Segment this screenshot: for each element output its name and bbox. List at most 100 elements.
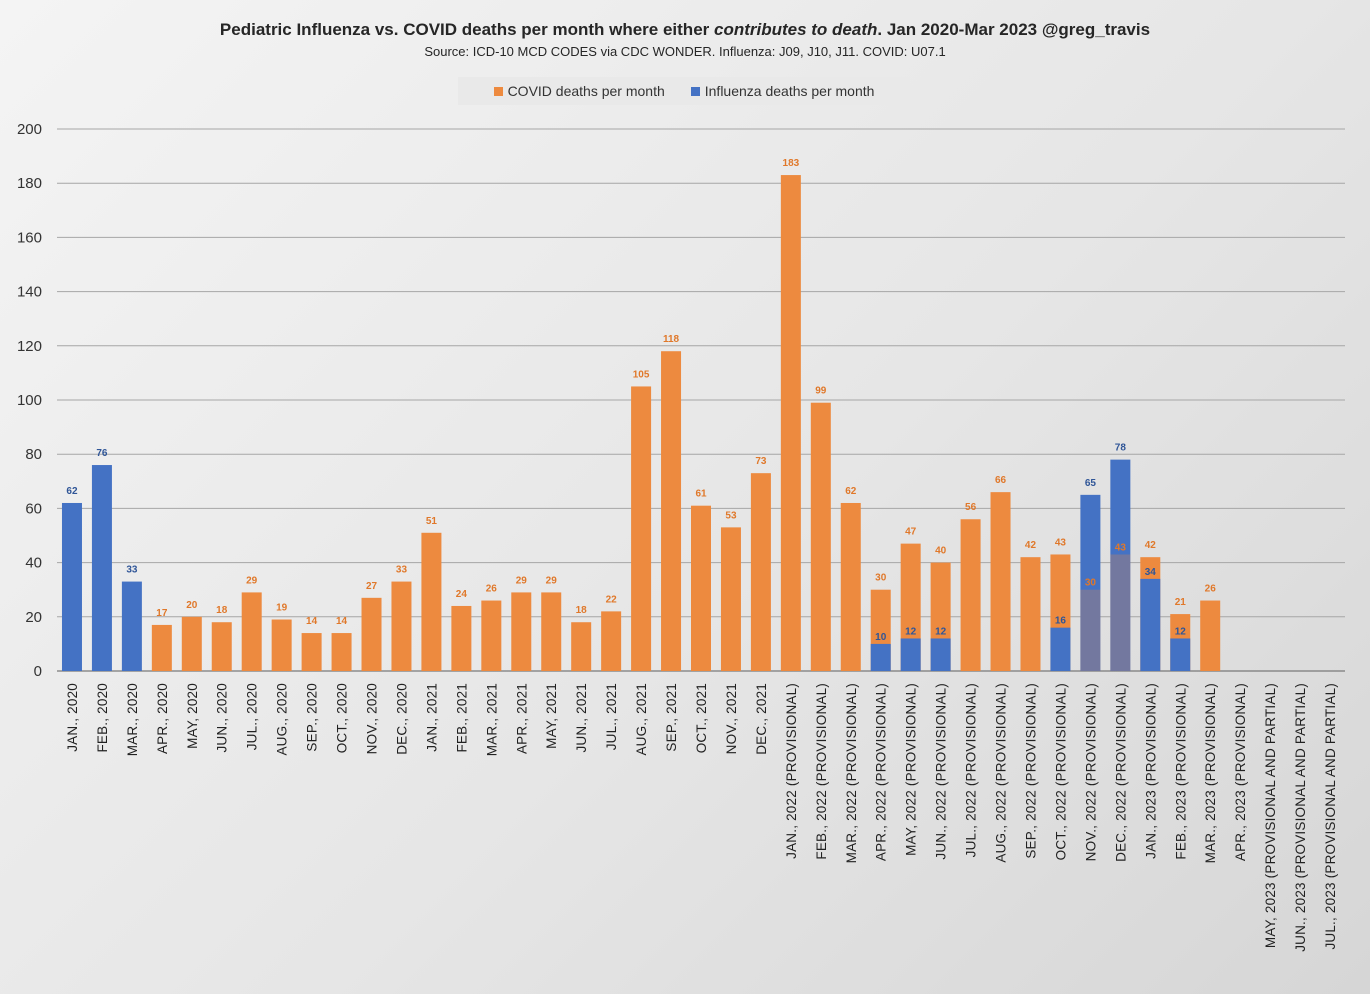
covid-data-label: 29: [546, 575, 558, 586]
y-tick-label: 0: [34, 663, 42, 680]
x-tick-label: JUN., 2021: [574, 683, 589, 753]
x-tick-label: MAR., 2023 (PROVISIONAL): [1203, 683, 1218, 863]
influenza-data-label: 16: [1055, 616, 1067, 627]
covid-bar: [780, 175, 801, 671]
covid-data-label: 14: [306, 616, 318, 627]
x-tick-label: MAY, 2023 (PROVISIONAL AND PARTIAL): [1263, 683, 1278, 948]
covid-data-label: 62: [845, 486, 857, 497]
x-tick-label: JUN., 2023 (PROVISIONAL AND PARTIAL): [1293, 683, 1308, 952]
covid-bar: [1110, 554, 1131, 671]
covid-bar: [451, 605, 472, 671]
covid-bar: [361, 597, 382, 671]
influenza-data-label: 65: [1085, 478, 1097, 489]
x-tick-label: JAN., 2021: [424, 683, 439, 752]
x-tick-label: APR., 2020: [155, 683, 170, 754]
influenza-data-label: 78: [1115, 443, 1127, 454]
influenza-bar: [1110, 459, 1131, 671]
covid-bar: [181, 616, 202, 671]
covid-bar: [151, 624, 172, 671]
y-tick-label: 100: [17, 392, 42, 409]
x-tick-label: NOV., 2021: [724, 683, 739, 754]
influenza-bar: [1080, 494, 1101, 671]
covid-data-label: 29: [516, 575, 528, 586]
covid-bar: [840, 502, 861, 671]
covid-data-label: 26: [1205, 584, 1217, 595]
x-tick-label: FEB., 2020: [95, 683, 110, 753]
x-tick-label: JUL., 2022 (PROVISIONAL): [964, 683, 979, 857]
covid-data-label: 47: [905, 527, 917, 538]
influenza-bar: [1050, 627, 1071, 671]
covid-bar: [661, 351, 682, 671]
x-tick-label: DEC., 2021: [754, 683, 769, 755]
y-tick-label: 200: [17, 121, 42, 138]
x-tick-label: JAN., 2023 (PROVISIONAL): [1143, 683, 1158, 859]
chart-title: Pediatric Influenza vs. COVID deaths per…: [0, 20, 1370, 40]
covid-data-label: 22: [606, 594, 618, 605]
legend-swatch-influenza: [690, 86, 700, 96]
x-tick-label: JAN., 2020: [65, 683, 80, 752]
y-tick-label: 120: [17, 338, 42, 355]
x-tick-label: AUG., 2021: [634, 683, 649, 756]
influenza-data-label: 33: [126, 565, 138, 576]
chart-legend: COVID deaths per month Influenza deaths …: [458, 77, 910, 105]
y-tick-label: 80: [25, 446, 42, 463]
covid-data-label: 99: [815, 386, 827, 397]
covid-data-label: 183: [783, 158, 800, 169]
covid-data-label: 53: [725, 510, 737, 521]
influenza-bar: [61, 502, 82, 671]
covid-bar: [241, 592, 262, 671]
covid-data-label: 24: [456, 589, 468, 600]
influenza-bar: [930, 638, 951, 671]
covid-data-label: 17: [156, 608, 168, 619]
y-tick-label: 20: [25, 609, 42, 626]
x-tick-label: MAY, 2021: [544, 683, 559, 749]
x-tick-label: APR., 2022 (PROVISIONAL): [874, 683, 889, 861]
chart-subtitle: Source: ICD-10 MCD CODES via CDC WONDER.…: [424, 44, 946, 59]
x-tick-label: MAR., 2021: [484, 683, 499, 756]
x-tick-label: JUL., 2023 (PROVISIONAL AND PARTIAL): [1323, 683, 1338, 950]
covid-bar: [541, 592, 562, 671]
covid-bar: [391, 581, 412, 671]
x-tick-label: OCT., 2021: [694, 683, 709, 753]
legend-item-influenza: Influenza deaths per month: [690, 83, 875, 99]
covid-bar: [990, 492, 1011, 671]
x-tick-label: SEP., 2022 (PROVISIONAL): [1023, 683, 1038, 859]
covid-data-label: 20: [186, 600, 198, 611]
x-tick-label: FEB., 2022 (PROVISIONAL): [814, 683, 829, 860]
influenza-bar: [1140, 578, 1161, 671]
covid-data-label: 56: [965, 502, 977, 513]
covid-data-label: 26: [486, 584, 498, 595]
covid-data-label: 18: [576, 605, 588, 616]
x-tick-label: APR., 2023 (PROVISIONAL): [1233, 683, 1248, 861]
influenza-bar: [121, 581, 142, 671]
x-tick-label: SEP., 2021: [664, 683, 679, 752]
legend-swatch-covid: [493, 86, 503, 96]
covid-data-label: 73: [755, 456, 767, 467]
x-tick-label: JUL., 2021: [604, 683, 619, 750]
covid-bar: [750, 473, 771, 671]
covid-bar: [331, 633, 352, 671]
covid-data-label: 18: [216, 605, 228, 616]
influenza-bar: [870, 643, 891, 671]
covid-data-label: 27: [366, 581, 378, 592]
y-tick-label: 40: [25, 555, 42, 572]
x-tick-label: FEB., 2021: [454, 683, 469, 753]
covid-data-label: 40: [935, 546, 947, 557]
influenza-data-label: 12: [1175, 626, 1187, 637]
influenza-bar: [91, 465, 112, 671]
x-tick-label: DEC., 2020: [394, 683, 409, 755]
covid-data-label: 30: [875, 573, 887, 584]
covid-data-label: 14: [336, 616, 348, 627]
x-tick-label: MAR., 2022 (PROVISIONAL): [844, 683, 859, 863]
covid-data-label: 42: [1145, 540, 1157, 551]
covid-bar: [571, 622, 592, 671]
covid-data-label: 51: [426, 516, 438, 527]
x-tick-label: FEB., 2023 (PROVISIONAL): [1173, 683, 1188, 860]
covid-bar: [960, 519, 981, 671]
x-tick-label: NOV., 2020: [365, 683, 380, 754]
x-tick-label: AUG., 2020: [275, 683, 290, 756]
legend-label-influenza: Influenza deaths per month: [704, 83, 875, 99]
x-tick-label: APR., 2021: [514, 683, 529, 754]
covid-bar: [421, 532, 442, 671]
